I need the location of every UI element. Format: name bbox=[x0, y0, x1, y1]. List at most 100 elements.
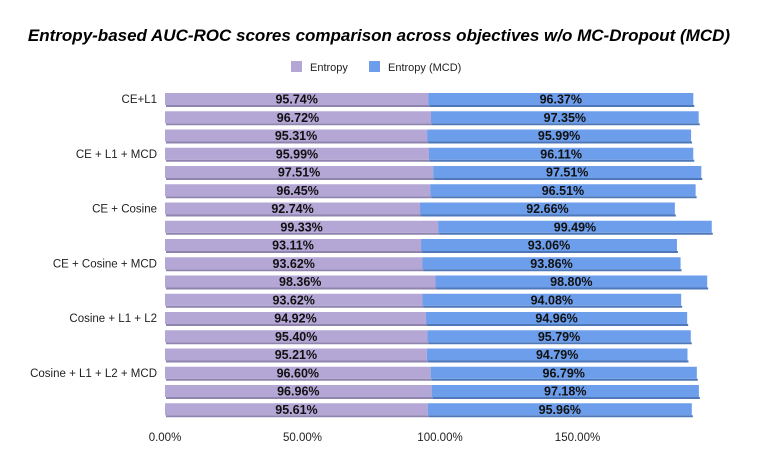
bar-shadow-2-4 bbox=[429, 159, 695, 162]
bar-label-1-2: 96.72% bbox=[277, 111, 319, 125]
x-tick-label-2: 50.00% bbox=[283, 432, 322, 444]
bar-label-1-14: 95.40% bbox=[275, 330, 317, 344]
bar-label-2-18: 95.96% bbox=[539, 403, 581, 417]
x-tick-label-4: 150.00% bbox=[555, 432, 600, 444]
bar-label-2-10: 93.86% bbox=[530, 257, 572, 271]
bar-2-2 bbox=[430, 111, 699, 124]
bar-label-2-16: 96.79% bbox=[543, 366, 585, 380]
bar-shadow-2-17 bbox=[432, 397, 700, 399]
bar-shadow-1-8 bbox=[166, 232, 440, 235]
bar-1-5 bbox=[165, 166, 434, 178]
bar-shadow-1-3 bbox=[166, 141, 429, 144]
bar-1-4 bbox=[165, 147, 429, 160]
bar-label-1-9: 93.11% bbox=[272, 239, 314, 253]
category-label-10: CE + Cosine + MCD bbox=[53, 258, 157, 270]
bar-label-2-17: 97.18% bbox=[544, 385, 586, 399]
bar-shadow-2-2 bbox=[431, 123, 700, 126]
bar-label-2-1: 96.37% bbox=[540, 93, 582, 107]
bar-shadow-2-12 bbox=[423, 305, 683, 308]
bar-shadow-2-11 bbox=[436, 287, 709, 290]
bar-label-2-3: 95.99% bbox=[538, 129, 580, 143]
bar-2-18 bbox=[427, 403, 692, 416]
bar-shadow-2-5 bbox=[434, 178, 703, 180]
category-label-7: CE + Cosine bbox=[92, 204, 157, 216]
bar-shadow-1-5 bbox=[166, 178, 435, 180]
bar-shadow-2-10 bbox=[423, 269, 682, 272]
bar-shadow-1-6 bbox=[166, 196, 432, 199]
x-axis-ticks: 0.00% 50.00% 100.00% 150.00% bbox=[149, 432, 601, 444]
category-label-4: CE + L1 + MCD bbox=[76, 149, 157, 161]
bar-shadow-1-18 bbox=[166, 415, 429, 418]
category-labels: CE+L1 CE + L1 + MCD CE + Cosine CE + Cosine… bbox=[30, 94, 157, 380]
bar-shadow-2-6 bbox=[431, 196, 697, 199]
bar-label-1-7: 92.74% bbox=[271, 202, 313, 216]
bar-label-2-9: 93.06% bbox=[528, 239, 570, 253]
bar-2-17 bbox=[431, 385, 699, 397]
bar-shadow-2-9 bbox=[422, 251, 678, 253]
bar-label-2-4: 96.11% bbox=[540, 147, 582, 161]
chart-title: Entropy-based AUC-ROC scores comparison … bbox=[28, 26, 730, 45]
bar-label-2-2: 97.35% bbox=[544, 111, 586, 125]
bar-label-1-11: 98.36% bbox=[279, 275, 321, 289]
bar-shadow-1-7 bbox=[166, 214, 422, 217]
bar-label-1-8: 99.33% bbox=[280, 220, 322, 234]
bar-shadow-2-15 bbox=[427, 360, 689, 363]
bar-1-13 bbox=[165, 312, 427, 324]
bar-2-6 bbox=[430, 184, 696, 197]
bar-1-7 bbox=[165, 202, 421, 215]
legend-label-1: Entropy bbox=[310, 62, 348, 74]
bar-1-17 bbox=[165, 385, 432, 397]
bar-shadow-2-13 bbox=[427, 324, 689, 326]
bar-2-14 bbox=[427, 330, 691, 343]
bar-shadow-2-8 bbox=[439, 232, 713, 235]
bar-2-1 bbox=[428, 93, 694, 105]
bar-label-1-4: 95.99% bbox=[276, 147, 318, 161]
bar-1-10 bbox=[165, 257, 423, 270]
bar-2-11 bbox=[435, 275, 708, 288]
bar-1-2 bbox=[165, 111, 431, 124]
bar-label-2-8: 99.49% bbox=[554, 220, 596, 234]
bar-1-14 bbox=[165, 330, 428, 343]
bar-shadow-2-1 bbox=[429, 105, 695, 107]
bar-shadow-1-10 bbox=[166, 269, 424, 272]
bar-label-1-17: 96.96% bbox=[277, 385, 319, 399]
category-label-16: Cosine + L1 + L2 + MCD bbox=[30, 368, 157, 380]
x-tick-label-1: 0.00% bbox=[149, 432, 182, 444]
bar-2-16 bbox=[430, 366, 697, 379]
bar-2-3 bbox=[427, 129, 692, 142]
bar-shadow-1-15 bbox=[166, 360, 428, 363]
bar-2-4 bbox=[428, 147, 694, 160]
legend-label-2: Entropy (MCD) bbox=[388, 62, 461, 74]
bar-1-1 bbox=[165, 93, 429, 105]
bar-1-12 bbox=[165, 293, 423, 306]
bar-1-15 bbox=[165, 348, 427, 361]
legend: Entropy Entropy (MCD) bbox=[291, 61, 461, 74]
bar-shadow-1-14 bbox=[166, 342, 429, 345]
bar-2-12 bbox=[422, 293, 682, 306]
bar-1-3 bbox=[165, 129, 428, 142]
bar-shadow-1-4 bbox=[166, 159, 430, 162]
bar-1-6 bbox=[165, 184, 431, 197]
bar-2-5 bbox=[433, 166, 702, 178]
bar-label-2-6: 96.51% bbox=[542, 184, 584, 198]
bar-shadow-2-3 bbox=[428, 141, 693, 144]
bar-label-2-11: 98.80% bbox=[550, 275, 592, 289]
bar-2-7 bbox=[420, 202, 675, 215]
legend-swatch-2 bbox=[369, 61, 380, 72]
bar-1-9 bbox=[165, 239, 422, 251]
bar-label-1-3: 95.31% bbox=[275, 129, 317, 143]
bar-label-1-13: 94.92% bbox=[274, 312, 316, 326]
bar-shadow-1-17 bbox=[166, 397, 433, 399]
bar-shadow-1-9 bbox=[166, 251, 423, 253]
bar-2-8 bbox=[438, 220, 712, 233]
bar-shadow-1-2 bbox=[166, 123, 432, 126]
bar-shadow-1-16 bbox=[166, 378, 432, 381]
bar-shadow-2-7 bbox=[421, 214, 676, 217]
bar-shadow-2-18 bbox=[428, 415, 693, 418]
bar-label-1-1: 95.74% bbox=[275, 93, 317, 107]
bar-label-2-14: 95.79% bbox=[538, 330, 580, 344]
bar-1-18 bbox=[165, 403, 428, 416]
bar-label-1-15: 95.21% bbox=[275, 348, 317, 362]
